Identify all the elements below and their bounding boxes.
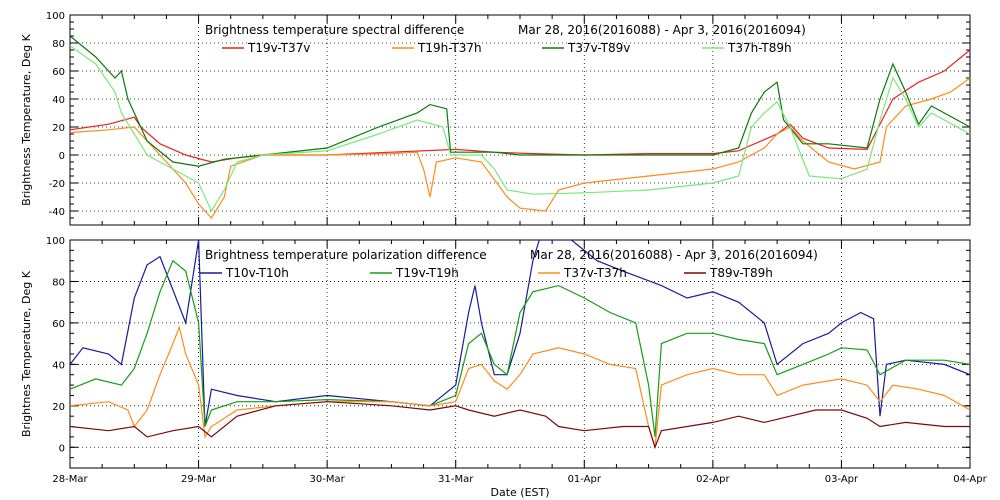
- x-tick-label: 01-Apr: [568, 474, 602, 485]
- y-tick-label: -40: [49, 207, 65, 218]
- x-axis-label: Date (EST): [490, 486, 549, 499]
- series-line-T37v-T89v: [70, 35, 970, 167]
- plot-frame: [69, 14, 971, 226]
- y-tick-label: 0: [59, 151, 65, 162]
- y-tick-label: 80: [52, 277, 65, 288]
- legend-label: T89v-T89h: [709, 266, 773, 280]
- chart-date-range: Mar 28, 2016(2016088) - Apr 3, 2016(2016…: [518, 23, 806, 37]
- y-tick-label: 100: [46, 11, 65, 22]
- y-tick-label: 20: [52, 123, 65, 134]
- x-tick-label: 28-Mar: [52, 474, 88, 485]
- y-tick-label: 20: [52, 402, 65, 413]
- chart-date-range: Mar 28, 2016(2016088) - Apr 3, 2016(2016…: [530, 248, 818, 262]
- y-tick-label: 80: [52, 39, 65, 50]
- legend-label: T19v-T19h: [395, 266, 459, 280]
- series-line-T19v-T37v: [70, 49, 970, 163]
- y-tick-label: 40: [52, 360, 65, 371]
- legend-label: T19h-T37h: [417, 41, 482, 55]
- y-tick-label: 100: [46, 236, 65, 247]
- legend-label: T10v-T10h: [225, 266, 289, 280]
- chart-title: Brightness temperature polarization diff…: [205, 248, 487, 262]
- x-tick-label: 31-Mar: [438, 474, 474, 485]
- y-tick-label: 60: [52, 67, 65, 78]
- y-tick-label: -20: [49, 179, 65, 190]
- x-tick-label: 29-Mar: [181, 474, 217, 485]
- x-tick-label: 04-Apr: [953, 474, 987, 485]
- series-line-T19h-T37h: [70, 77, 970, 219]
- legend-label: T37v-T89v: [567, 41, 630, 55]
- series-line-T89v-T89h: [70, 401, 970, 450]
- series-line-T37h-T89h: [70, 45, 970, 213]
- series-line-T37v-T37h: [70, 325, 970, 448]
- legend-label: T19v-T37v: [247, 41, 310, 55]
- y-axis-label: Brightness Temperature, Deg K: [20, 33, 33, 205]
- y-tick-label: 60: [52, 319, 65, 330]
- y-axis-label: Brightnes Temperature, Deg K: [20, 270, 33, 437]
- series-line-T19v-T19h: [70, 259, 970, 437]
- series-line-T10v-T10h: [70, 240, 970, 427]
- x-tick-label: 30-Mar: [310, 474, 346, 485]
- x-tick-label: 03-Apr: [825, 474, 859, 485]
- chart-title: Brightness temperature spectral differen…: [205, 23, 464, 37]
- legend-label: T37v-T37h: [563, 266, 627, 280]
- legend-label: T37h-T89h: [727, 41, 792, 55]
- y-tick-label: 40: [52, 95, 65, 106]
- y-tick-label: 0: [59, 443, 65, 454]
- panel-1: [69, 14, 971, 226]
- panel-2: [69, 239, 971, 469]
- x-tick-label: 02-Apr: [696, 474, 730, 485]
